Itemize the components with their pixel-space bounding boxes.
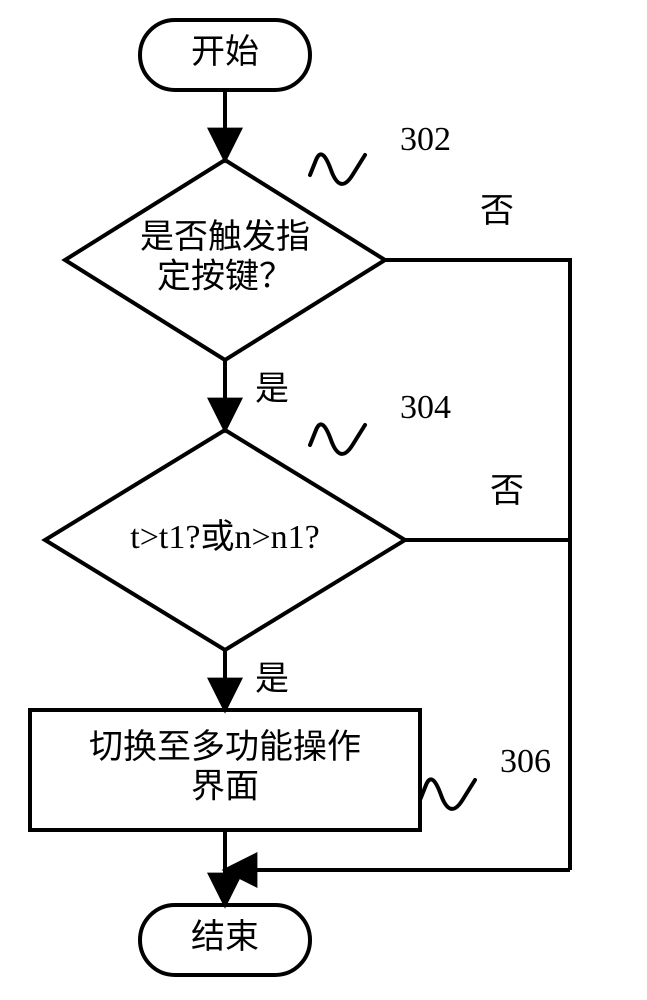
- callout-label-1: 304: [400, 389, 451, 426]
- node-end-label: 结束: [191, 918, 259, 956]
- callout-label-0: 302: [400, 121, 451, 158]
- callout-squiggle-0: [310, 154, 365, 184]
- edge-label-2: 是: [255, 661, 289, 698]
- svg-text:切换至多功能操作: 切换至多功能操作: [89, 728, 361, 766]
- edge-label-1: 是: [255, 371, 289, 408]
- svg-text:结束: 结束: [191, 918, 259, 956]
- svg-text:是否触发指: 是否触发指: [140, 218, 310, 256]
- callout-squiggle-1: [310, 424, 365, 454]
- node-d2-label: t>t1?或n>n1?: [130, 518, 319, 556]
- node-start-label: 开始: [191, 33, 259, 71]
- edge-label-4: 否: [480, 193, 514, 230]
- svg-text:界面: 界面: [191, 768, 259, 805]
- edge-label-5: 否: [490, 473, 524, 510]
- svg-text:定按键？: 定按键？: [157, 257, 293, 295]
- svg-text:t>t1?或n>n1?: t>t1?或n>n1?: [130, 518, 319, 556]
- callout-squiggle-2: [420, 779, 475, 809]
- svg-text:开始: 开始: [191, 33, 259, 71]
- callout-label-2: 306: [500, 743, 551, 780]
